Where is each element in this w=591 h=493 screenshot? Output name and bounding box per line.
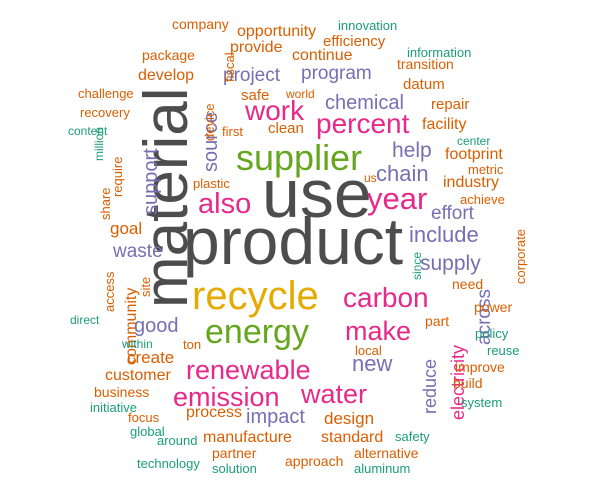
word-project: project bbox=[223, 65, 281, 86]
word-system: system bbox=[461, 395, 503, 410]
word-content: content bbox=[68, 124, 108, 138]
word-reduce: reduce bbox=[420, 358, 440, 414]
word-alternative: alternative bbox=[354, 445, 419, 461]
word-program: program bbox=[301, 63, 372, 84]
word-solution: solution bbox=[212, 461, 257, 476]
word-build: build bbox=[453, 375, 483, 391]
word-innovation: innovation bbox=[338, 18, 398, 33]
word-design: design bbox=[324, 409, 375, 428]
word-policy: policy bbox=[475, 326, 509, 341]
word-carbon: carbon bbox=[343, 282, 429, 313]
word-site: site bbox=[138, 276, 153, 297]
word-support: support bbox=[140, 148, 162, 215]
word-access: access bbox=[102, 271, 117, 312]
word-clean: clean bbox=[268, 120, 304, 137]
word-focus: focus bbox=[128, 410, 160, 425]
word-device: device bbox=[202, 103, 217, 141]
word-datum: datum bbox=[403, 76, 445, 93]
word-power: power bbox=[474, 299, 513, 315]
word-renewable: renewable bbox=[186, 355, 311, 385]
word-chain: chain bbox=[376, 161, 429, 186]
word-help: help bbox=[392, 139, 432, 162]
word-million: million bbox=[92, 126, 106, 161]
word-good: good bbox=[134, 315, 179, 337]
word-goal: goal bbox=[110, 219, 143, 238]
word-recycle: recycle bbox=[192, 274, 319, 318]
word-improve: improve bbox=[455, 359, 505, 375]
word-partner: partner bbox=[212, 445, 257, 461]
word-continue: continue bbox=[292, 47, 353, 64]
word-water: water bbox=[301, 379, 368, 409]
word-approach: approach bbox=[285, 453, 344, 469]
word-challenge: challenge bbox=[78, 86, 134, 101]
word-customer: customer bbox=[105, 367, 171, 384]
word-standard: standard bbox=[321, 429, 384, 446]
word-first: first bbox=[222, 124, 243, 139]
word-emission: emission bbox=[173, 382, 280, 412]
word-local: local bbox=[355, 343, 382, 358]
word-supplier: supplier bbox=[236, 137, 363, 178]
word-reuse: reuse bbox=[487, 343, 520, 358]
word-aluminum: aluminum bbox=[354, 461, 411, 476]
word-opportunity: opportunity bbox=[237, 23, 317, 40]
word-global: global bbox=[130, 424, 165, 439]
word-recovery: recovery bbox=[80, 105, 130, 120]
word-manufacture: manufacture bbox=[203, 429, 292, 446]
word-metric: metric bbox=[468, 162, 504, 177]
word-world: world bbox=[286, 87, 315, 101]
word-product: product bbox=[183, 204, 404, 278]
word-package: package bbox=[142, 47, 195, 63]
word-process: process bbox=[186, 404, 243, 421]
word-fiscal: fiscal bbox=[222, 52, 237, 82]
word-year: year bbox=[367, 181, 428, 216]
word-energy: energy bbox=[205, 313, 309, 351]
word-work: work bbox=[245, 95, 305, 126]
word-repair: repair bbox=[431, 96, 470, 113]
word-facility: facility bbox=[422, 116, 467, 133]
word-make: make bbox=[345, 316, 412, 346]
word-us: us bbox=[364, 171, 377, 185]
word-include: include bbox=[409, 222, 479, 247]
word-supply: supply bbox=[420, 252, 481, 275]
word-achieve: achieve bbox=[460, 192, 505, 207]
word-transition: transition bbox=[397, 56, 454, 72]
word-industry: industry bbox=[443, 174, 500, 191]
word-percent: percent bbox=[316, 108, 410, 139]
word-ton: ton bbox=[183, 337, 202, 352]
word-create: create bbox=[127, 348, 175, 367]
word-business: business bbox=[94, 384, 150, 400]
word-corporate: corporate bbox=[513, 229, 528, 284]
word-plastic: plastic bbox=[193, 176, 230, 191]
word-effort: effort bbox=[431, 203, 474, 224]
word-chemical: chemical bbox=[325, 92, 404, 114]
word-initiative: initiative bbox=[90, 400, 137, 415]
word-efficiency: efficiency bbox=[323, 33, 386, 50]
word-information: information bbox=[407, 45, 472, 60]
word-develop: develop bbox=[138, 67, 195, 84]
word-around: around bbox=[157, 433, 198, 448]
word-direct: direct bbox=[70, 313, 100, 327]
word-use: use bbox=[262, 156, 372, 232]
word-footprint: footprint bbox=[445, 146, 503, 163]
word-provide: provide bbox=[230, 39, 283, 56]
word-safety: safety bbox=[395, 429, 430, 444]
word-waste: waste bbox=[113, 241, 163, 262]
word-technology: technology bbox=[137, 456, 200, 471]
word-share: share bbox=[98, 187, 113, 220]
word-new: new bbox=[352, 351, 393, 376]
word-since: since bbox=[410, 251, 424, 280]
word-also: also bbox=[198, 188, 252, 220]
word-center: center bbox=[457, 134, 491, 148]
word-part: part bbox=[425, 313, 450, 329]
word-within: within bbox=[122, 337, 153, 351]
word-impact: impact bbox=[246, 406, 305, 428]
word-company: company bbox=[172, 16, 229, 32]
word-safe: safe bbox=[241, 87, 270, 104]
word-community: community bbox=[123, 287, 140, 365]
word-need: need bbox=[452, 276, 484, 292]
